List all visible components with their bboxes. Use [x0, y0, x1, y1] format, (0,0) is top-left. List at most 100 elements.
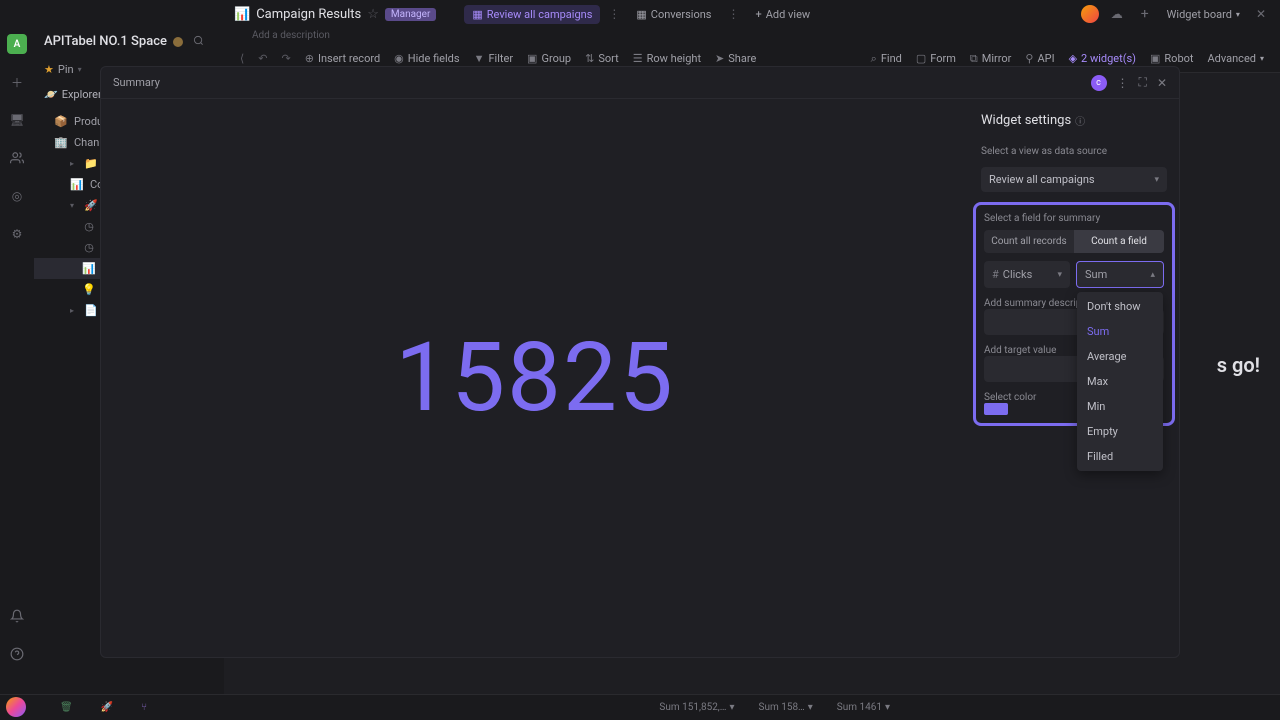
- share-icon: ➤: [715, 52, 724, 65]
- status-sum[interactable]: Sum 151,852,…▾: [659, 702, 734, 713]
- chevron-down-icon: ▾: [1260, 54, 1264, 63]
- dropdown-item-selected[interactable]: Sum: [1077, 319, 1163, 344]
- btn-label: Robot: [1164, 52, 1193, 65]
- color-swatch[interactable]: [984, 403, 1008, 415]
- target-icon[interactable]: ◎: [7, 186, 27, 206]
- btn-label: Insert record: [318, 52, 380, 65]
- btn-label: Form: [930, 52, 956, 65]
- grid-icon: ▦: [636, 8, 646, 21]
- status-sum[interactable]: Sum 1461▾: [837, 702, 890, 713]
- more-icon[interactable]: ⋮: [724, 7, 744, 21]
- count-records-toggle[interactable]: Count all records: [984, 230, 1074, 253]
- widget-settings-panel: Widget settings ⓘ Select a view as data …: [969, 99, 1179, 657]
- description-placeholder[interactable]: Add a description: [224, 28, 1280, 45]
- count-field-toggle[interactable]: Count a field: [1074, 230, 1164, 253]
- dropdown-item[interactable]: Max: [1077, 369, 1163, 394]
- btn-label: 2 widget(s): [1081, 52, 1136, 65]
- undo-icon[interactable]: ↶: [252, 52, 273, 65]
- branch-icon[interactable]: ⑂: [141, 702, 147, 713]
- sort-icon: ⇅: [585, 52, 594, 65]
- view-tab-review[interactable]: ▦ Review all campaigns: [464, 5, 600, 24]
- collapse-icon[interactable]: ⟨: [234, 52, 250, 65]
- people-icon[interactable]: [7, 148, 27, 168]
- field-label: Select a field for summary: [984, 213, 1164, 224]
- summary-value: 15825: [395, 322, 675, 434]
- chevron-down-icon: ▾: [885, 702, 890, 713]
- avatar[interactable]: [1081, 5, 1099, 23]
- sum-text: Sum 1461: [837, 702, 882, 713]
- info-icon[interactable]: ⓘ: [1075, 113, 1085, 128]
- space-badge[interactable]: A: [7, 34, 27, 54]
- role-badge: Manager: [385, 8, 436, 21]
- btn-label: Group: [541, 52, 571, 65]
- view-tab-conversions[interactable]: ▦ Conversions: [628, 5, 719, 24]
- dropdown-item[interactable]: Min: [1077, 394, 1163, 419]
- bell-icon[interactable]: [7, 606, 27, 626]
- plus-button[interactable]: +: [1135, 6, 1155, 22]
- monitor-icon[interactable]: 🖥: [7, 110, 27, 130]
- sum-text: Sum 151,852,…: [659, 702, 726, 713]
- agg-value: Sum: [1085, 268, 1107, 281]
- chevron-right-icon: ▸: [70, 159, 78, 168]
- field-value: Clicks: [1003, 268, 1033, 281]
- widget-board-label: Widget board: [1167, 8, 1232, 21]
- add-view-button[interactable]: + Add view: [748, 5, 819, 24]
- logo-icon[interactable]: [6, 697, 26, 717]
- box-icon: 📦: [54, 115, 68, 128]
- clock-icon: ◷: [82, 241, 96, 254]
- rocket-icon[interactable]: 🚀: [101, 702, 113, 713]
- grid-icon: 📊: [70, 178, 84, 191]
- group-icon: ▣: [527, 52, 537, 65]
- clock-icon: ◷: [82, 220, 96, 233]
- settings-title-text: Widget settings: [981, 113, 1071, 128]
- api-icon: ⚲: [1025, 52, 1033, 65]
- sum-text: Sum 158…: [759, 702, 805, 713]
- widget-board-button[interactable]: Widget board ▾: [1167, 8, 1240, 21]
- more-icon[interactable]: ⋮: [1117, 76, 1129, 90]
- chevron-down-icon: ▾: [729, 702, 734, 713]
- mini-avatar[interactable]: c: [1091, 75, 1107, 91]
- folder-icon: 📁: [84, 157, 98, 170]
- close-icon[interactable]: ✕: [1157, 76, 1167, 90]
- mirror-icon: ⧉: [970, 52, 978, 66]
- source-label: Select a view as data source: [981, 146, 1167, 157]
- expand-icon[interactable]: ⛶: [1139, 75, 1147, 90]
- btn-label: Advanced: [1208, 52, 1256, 65]
- circle-plus-icon: ⊕: [305, 52, 314, 65]
- search-icon[interactable]: [193, 35, 204, 49]
- btn-label: Row height: [647, 52, 701, 65]
- close-icon[interactable]: ✕: [1252, 7, 1270, 21]
- btn-label: Hide fields: [408, 52, 460, 65]
- highlighted-section: Select a field for summary Count all rec…: [973, 202, 1175, 426]
- gear-icon[interactable]: ⚙: [7, 224, 27, 244]
- dropdown-item[interactable]: Average: [1077, 344, 1163, 369]
- title-text: Campaign Results: [256, 7, 361, 22]
- help-icon[interactable]: [7, 644, 27, 664]
- dropdown-item[interactable]: Empty: [1077, 419, 1163, 444]
- status-sum[interactable]: Sum 158…▾: [759, 702, 813, 713]
- chevron-down-icon: ▾: [1154, 175, 1159, 185]
- more-icon[interactable]: ⋮: [604, 7, 624, 21]
- dropdown-item[interactable]: Don't show: [1077, 294, 1163, 319]
- star-outline-icon[interactable]: ☆: [367, 7, 379, 22]
- grid-icon: ▦: [472, 8, 482, 21]
- redo-icon[interactable]: ↷: [276, 52, 297, 65]
- source-select[interactable]: Review all campaigns ▾: [981, 167, 1167, 192]
- field-select[interactable]: # Clicks ▾: [984, 261, 1070, 288]
- aggregate-select[interactable]: Sum ▴ Don't show Sum Average Max Min Emp…: [1076, 261, 1164, 288]
- statusbar: 🗑 🚀 ⑂ Sum 151,852,…▾ Sum 158…▾ Sum 1461▾: [0, 694, 1280, 720]
- plus-icon[interactable]: ＋: [7, 72, 27, 92]
- form-icon: ▢: [916, 52, 926, 65]
- space-title[interactable]: APITabel NO.1 Space: [44, 34, 167, 49]
- tab-label: Add view: [766, 8, 810, 21]
- rowheight-icon: ☰: [633, 52, 643, 65]
- source-value: Review all campaigns: [989, 173, 1095, 186]
- advanced-button[interactable]: Advanced ▾: [1202, 49, 1271, 68]
- chevron-right-icon: ▸: [70, 306, 78, 315]
- dropdown-item[interactable]: Filled: [1077, 444, 1163, 469]
- tab-label: Review all campaigns: [487, 8, 593, 21]
- trash-icon[interactable]: 🗑: [60, 702, 73, 713]
- cloud-icon[interactable]: ☁: [1111, 7, 1123, 21]
- building-icon: 🏢: [54, 136, 68, 149]
- hash-icon: #: [992, 268, 999, 281]
